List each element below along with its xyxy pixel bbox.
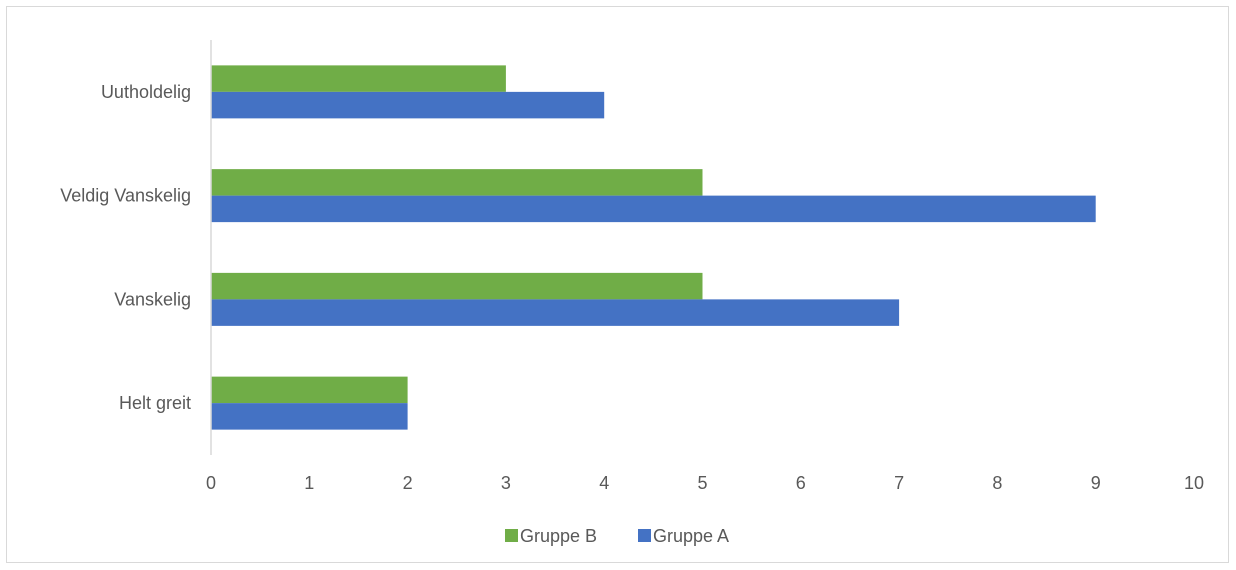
- category-label: Veldig Vanskelig: [60, 186, 191, 206]
- legend: Gruppe B Gruppe A: [505, 526, 729, 546]
- x-tick-label: 3: [501, 473, 511, 493]
- x-tick-label: 0: [206, 473, 216, 493]
- bar-gruppe-a: [211, 299, 900, 326]
- legend-swatch: [638, 529, 651, 542]
- legend-label: Gruppe B: [520, 526, 597, 546]
- legend-swatch: [505, 529, 518, 542]
- x-tick-label: 7: [894, 473, 904, 493]
- x-tick-label: 2: [403, 473, 413, 493]
- category-labels: Helt greit Vanskelig Veldig Vanskelig Uutho…: [60, 82, 191, 413]
- bar-gruppe-b: [211, 376, 408, 404]
- category-label: Uutholdelig: [101, 82, 191, 102]
- bar-gruppe-a: [211, 91, 605, 119]
- bar-gruppe-b: [211, 65, 506, 92]
- bars-layer: [211, 65, 1096, 430]
- x-tick-label: 5: [697, 473, 707, 493]
- bar-gruppe-b: [211, 169, 703, 196]
- x-tick-labels: 0 1 2 3 4 5 6 7 8 9 10: [206, 473, 1204, 493]
- legend-item: Gruppe B: [505, 526, 597, 546]
- x-tick-label: 4: [599, 473, 609, 493]
- x-tick-label: 6: [796, 473, 806, 493]
- bar-gruppe-b: [211, 272, 703, 300]
- category-label: Helt greit: [119, 393, 191, 413]
- x-tick-label: 9: [1091, 473, 1101, 493]
- bar-gruppe-a: [211, 403, 408, 430]
- legend-item: Gruppe A: [638, 526, 729, 546]
- x-tick-label: 8: [992, 473, 1002, 493]
- bar-gruppe-a: [211, 195, 1096, 223]
- category-label: Vanskelig: [114, 289, 191, 309]
- legend-label: Gruppe A: [653, 526, 729, 546]
- x-tick-label: 1: [304, 473, 314, 493]
- x-tick-label: 10: [1184, 473, 1204, 493]
